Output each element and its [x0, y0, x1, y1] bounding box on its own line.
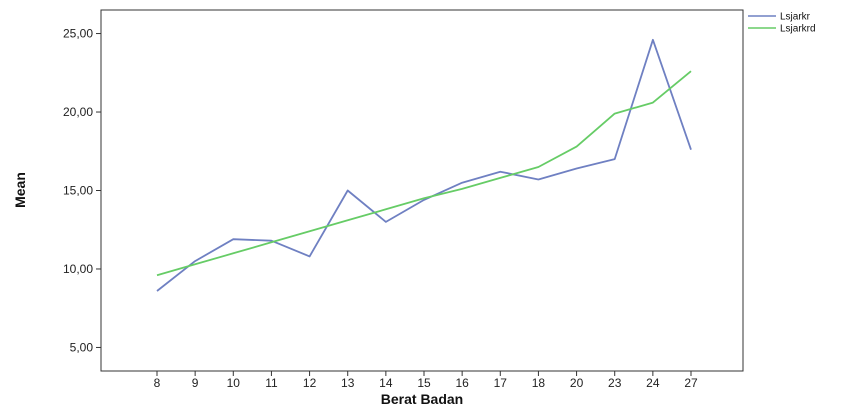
y-tick-labels: 5,00 10,00 15,00 20,00 25,00: [63, 27, 93, 355]
y-tick-label: 25,00: [63, 27, 93, 41]
x-axis-title: Berat Badan: [381, 391, 463, 407]
x-tick-label: 14: [379, 376, 393, 390]
legend-label-lsjarkrd: Lsjarkrd: [780, 24, 816, 35]
x-tick-label: 8: [154, 376, 161, 390]
x-tick-label: 10: [227, 376, 241, 390]
y-tick-label: 15,00: [63, 184, 93, 198]
x-tick-label: 16: [455, 376, 469, 390]
x-tick-label: 9: [192, 376, 199, 390]
legend-label-lsjarkr: Lsjarkr: [780, 12, 811, 23]
series-line-lsjarkr: [156, 38, 692, 292]
x-tick-label: 12: [303, 376, 317, 390]
x-tick-label: 20: [570, 376, 584, 390]
y-tick-label: 5,00: [70, 340, 94, 354]
plot-frame: [100, 9, 744, 372]
y-axis-title: Mean: [12, 172, 28, 208]
x-tick-label: 15: [417, 376, 431, 390]
x-tick-label: 23: [608, 376, 622, 390]
x-tick-labels: 8 9 10 11 12 13 14 15 16 17 18 20 23 24 27: [154, 376, 698, 390]
series-line-lsjarkrd: [156, 70, 692, 277]
series-lines: [156, 38, 692, 292]
x-tick-label: 24: [646, 376, 660, 390]
x-tick-label: 17: [494, 376, 508, 390]
x-tick-label: 18: [532, 376, 546, 390]
x-tick-label: 11: [265, 376, 278, 390]
y-tick-label: 20,00: [63, 105, 93, 119]
x-tick-label: 27: [684, 376, 698, 390]
tick-marks: [96, 33, 692, 376]
y-tick-label: 10,00: [63, 262, 93, 276]
x-tick-label: 13: [341, 376, 355, 390]
